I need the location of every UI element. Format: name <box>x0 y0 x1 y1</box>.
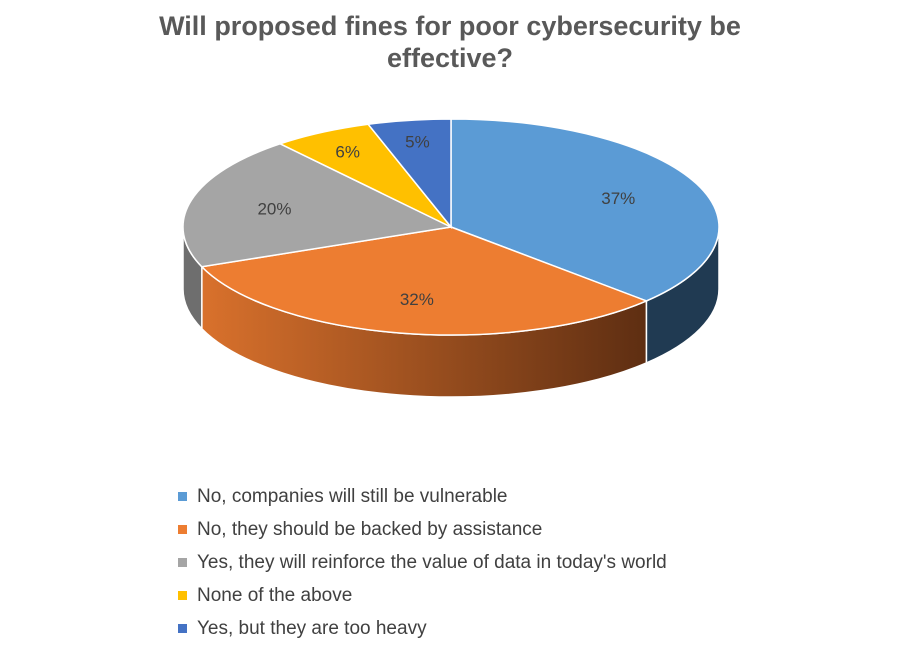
chart-title-line-1: Will proposed fines for poor cybersecuri… <box>159 11 741 41</box>
slice-label-no-companies-will-still-be-vulnerable: 37% <box>601 189 635 208</box>
pie-labels: 37% 32% 20% 6% 5% <box>257 133 635 309</box>
legend-swatch <box>178 624 187 633</box>
pie-chart: 37% 32% 20% 6% 5% <box>182 118 720 398</box>
legend-swatch <box>178 492 187 501</box>
legend-label: No, companies will still be vulnerable <box>197 485 508 507</box>
legend-label: Yes, but they are too heavy <box>197 617 427 639</box>
slice-label-no-they-should-be-backed-by-assistance: 32% <box>400 290 434 309</box>
pie-tops <box>182 118 720 336</box>
slice-label-none-of-the-above: 6% <box>335 142 360 161</box>
legend-label: Yes, they will reinforce the value of da… <box>197 551 667 573</box>
legend-label: No, they should be backed by assistance <box>197 518 543 540</box>
legend-item-none-of-the-above: None of the above <box>178 579 667 612</box>
pie-slice-yes-but-they-are-too-heavy <box>366 118 452 230</box>
pie-slice-no-they-should-be-backed-by-assistance <box>200 226 649 336</box>
chart-title-line-2: effective? <box>386 43 514 73</box>
slice-label-yes-but-they-are-too-heavy: 5% <box>405 133 430 152</box>
pie-slice-no-companies-will-still-be-vulnerable <box>450 118 720 302</box>
chart-title: Will proposed fines for poor cybersecuri… <box>0 10 900 74</box>
legend-swatch <box>178 591 187 600</box>
slice-label-yes-they-will-reinforce-the-value-of-data-in-today-s-world: 20% <box>257 200 291 219</box>
legend-label: None of the above <box>197 584 353 606</box>
legend-swatch <box>178 558 187 567</box>
legend-item-backed-by-assistance: No, they should be backed by assistance <box>178 513 667 546</box>
legend-swatch <box>178 525 187 534</box>
legend-item-vulnerable: No, companies will still be vulnerable <box>178 480 667 513</box>
pie-slice-yes-they-will-reinforce-the-value-of-data-in-today-s-world <box>182 142 454 268</box>
legend-item-too-heavy: Yes, but they are too heavy <box>178 612 667 645</box>
legend-item-reinforce-value: Yes, they will reinforce the value of da… <box>178 546 667 579</box>
legend: No, companies will still be vulnerable N… <box>178 480 667 645</box>
